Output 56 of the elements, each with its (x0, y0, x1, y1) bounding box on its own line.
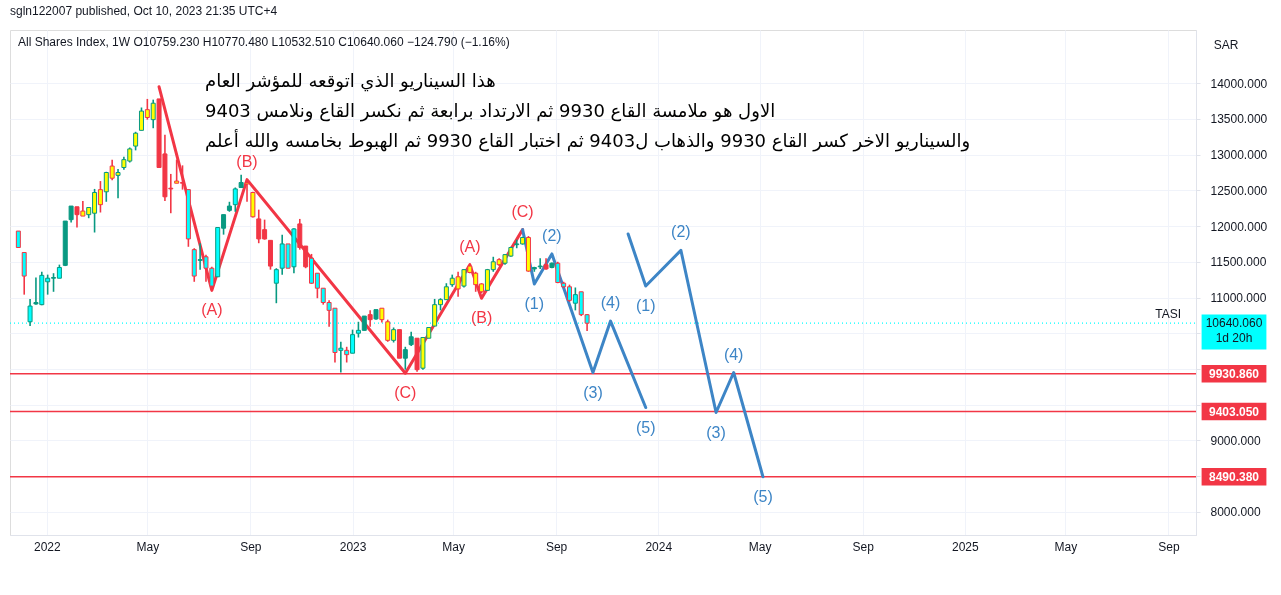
x-tick-label: May (748, 539, 772, 554)
annotation: (B) (236, 152, 258, 170)
candlestick (273, 267, 279, 305)
candlestick (197, 242, 203, 271)
annotation: الاول هو ملامسة القاع 9930 ثم الارتداد برابعة ثم نكسر القاع ونلامس 9403 (205, 100, 776, 122)
candlestick (21, 251, 27, 296)
annotation: (1) (635, 297, 656, 315)
candlestick (402, 345, 408, 371)
x-tick-label: 2023 (339, 539, 367, 554)
annotation: (B) (470, 309, 493, 327)
ref-line-label: 9403.050 (1208, 404, 1260, 419)
annotation: (C) (511, 202, 534, 220)
x-tick-label: Sep (240, 539, 262, 554)
y-tick-label: 13500.000 (1210, 112, 1268, 127)
annotation: (C) (394, 384, 417, 402)
y-tick-label: 9000.000 (1210, 433, 1261, 448)
x-tick-label: 2022 (33, 539, 61, 554)
annotation: (5) (753, 487, 773, 505)
x-tick-label: May (1054, 539, 1078, 554)
y-tick-label: 12000.000 (1210, 219, 1268, 234)
x-tick-label: Sep (545, 539, 568, 554)
x-tick-label: Sep (852, 539, 875, 554)
x-tick-label: 2024 (645, 539, 673, 554)
y-tick-label: 11000.000 (1210, 291, 1267, 305)
y-tick-label: 11500.000 (1210, 255, 1267, 270)
annotation: (A) (201, 301, 223, 319)
annotation: (3) (583, 383, 603, 401)
annotation: والسيناريو الاخر كسر القاع 9930 والذهاب ل9403 ثم اختبار القاع 9930 ثم الهبوط بخامسه والله أعلم (205, 129, 971, 152)
annotation: (A) (459, 237, 481, 255)
candlestick (133, 130, 139, 152)
y-tick-label: 13000.000 (1210, 148, 1268, 163)
y-tick-label: 8000.000 (1210, 505, 1261, 520)
chart-title: sgln122007 published, Oct 10, 2023 21:35 UTC+4 (10, 4, 278, 18)
ref-line-label: 10640.060 1d 20h (1205, 316, 1263, 346)
ref-line-label: 9930.860 (1208, 366, 1260, 381)
x-tick-label: May (136, 539, 160, 554)
x-tick-label: May (442, 539, 465, 554)
y-tick-label: 12500.000 (1210, 183, 1268, 198)
annotation: (1) (524, 294, 545, 312)
y-axis-title: SAR (1213, 38, 1239, 52)
annotation: (2) (542, 226, 562, 244)
annotation: (3) (706, 423, 726, 441)
annotation: TASI (1155, 307, 1181, 322)
chart-subtitle: All Shares Index, 1W O10759.230 H10770.480 L10532.510 C10640.060 −124.790 (−1.16%) (18, 35, 510, 49)
x-tick-label: Sep (1158, 539, 1180, 554)
candlestick (27, 298, 33, 327)
x-tick-label: 2025 (951, 539, 980, 554)
candlestick (537, 257, 543, 270)
candlestick (232, 186, 238, 213)
ref-line-label: 8490.380 (1208, 469, 1260, 484)
annotation: (4) (723, 345, 744, 363)
annotation: (2) (671, 223, 691, 241)
annotation: هذا السيناريو الذي اتوقعه للمؤشر العام (205, 70, 496, 92)
annotation: (4) (600, 294, 621, 312)
annotation: (5) (635, 418, 656, 436)
y-tick-label: 14000.000 (1210, 76, 1268, 91)
